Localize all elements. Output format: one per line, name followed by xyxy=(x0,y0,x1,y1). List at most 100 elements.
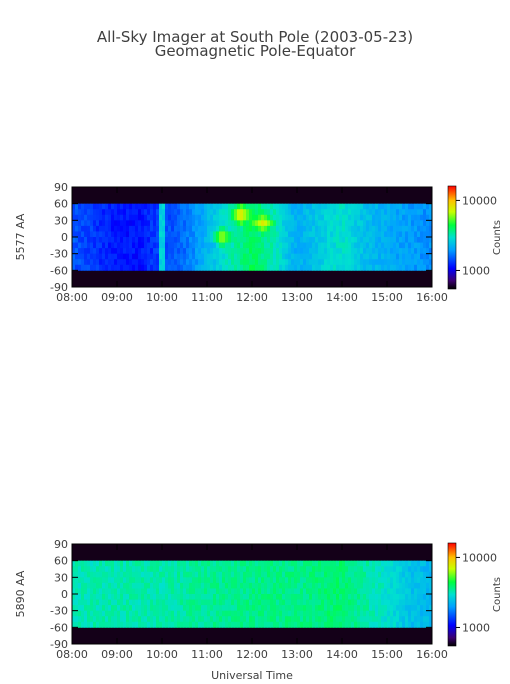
heatmap-cell xyxy=(228,610,232,617)
heatmap-cell xyxy=(366,588,370,595)
heatmap-cell xyxy=(402,560,406,567)
heatmap-cell xyxy=(333,242,337,249)
heatmap-cell xyxy=(144,582,148,589)
heatmap-cell xyxy=(225,253,229,260)
heatmap-cell xyxy=(117,599,121,606)
heatmap-cell xyxy=(312,259,316,266)
heatmap-cell xyxy=(399,566,403,573)
heatmap-cell xyxy=(186,248,190,255)
heatmap-cell xyxy=(399,253,403,260)
heatmap-cell xyxy=(180,220,184,227)
heatmap-cell xyxy=(213,237,217,243)
heatmap-cell xyxy=(225,605,229,612)
heatmap-cell xyxy=(405,566,409,573)
heatmap-cell xyxy=(387,203,391,210)
heatmap-cell xyxy=(105,599,109,606)
heatmap-cell xyxy=(294,605,298,612)
heatmap-cell xyxy=(171,253,175,260)
heatmap-cell xyxy=(186,237,190,243)
heatmap-cell xyxy=(90,203,94,210)
heatmap-cell xyxy=(183,253,187,260)
heatmap-cell xyxy=(93,209,97,216)
heatmap-cell xyxy=(378,621,382,628)
heatmap-cell xyxy=(297,621,301,628)
heatmap-cell xyxy=(291,621,295,628)
heatmap-cell xyxy=(102,231,106,238)
heatmap-cell xyxy=(372,566,376,573)
heatmap-cell xyxy=(300,605,304,612)
heatmap-cell xyxy=(114,231,118,238)
heatmap-cell xyxy=(84,571,88,578)
heatmap-cell xyxy=(369,566,373,573)
heatmap-cell xyxy=(282,253,286,260)
heatmap-cell xyxy=(213,253,217,260)
heatmap-cell xyxy=(87,588,91,595)
heatmap-cell xyxy=(414,220,418,227)
heatmap-cell xyxy=(393,621,397,628)
heatmap-cell xyxy=(144,588,148,595)
heatmap-cell xyxy=(393,237,397,243)
heatmap-cell xyxy=(309,571,313,578)
heatmap-cell xyxy=(375,253,379,260)
heatmap-cell xyxy=(393,253,397,260)
heatmap-cell xyxy=(342,248,346,255)
heatmap-cell xyxy=(408,248,412,255)
heatmap-cell xyxy=(159,616,163,623)
heatmap-cell xyxy=(294,209,298,216)
heatmap-cell xyxy=(258,264,262,271)
heatmap-cell xyxy=(276,599,280,606)
heatmap-cell xyxy=(171,231,175,238)
heatmap-cell xyxy=(174,237,178,243)
heatmap-cell xyxy=(186,209,190,216)
heatmap-cell xyxy=(423,264,427,271)
heatmap-cell xyxy=(201,560,205,567)
heatmap-cell xyxy=(171,209,175,216)
heatmap-cell xyxy=(285,616,289,623)
heatmap-cell xyxy=(288,621,292,628)
heatmap-cell xyxy=(102,248,106,255)
heatmap-cell xyxy=(279,560,283,567)
heatmap-cell xyxy=(300,259,304,266)
heatmap-cell xyxy=(381,621,385,628)
heatmap-cell xyxy=(327,571,331,578)
heatmap-cell xyxy=(135,214,139,221)
heatmap-cell xyxy=(300,566,304,573)
heatmap-cell xyxy=(144,610,148,617)
heatmap-cell xyxy=(216,571,220,578)
heatmap-cell xyxy=(201,594,205,600)
heatmap-cell xyxy=(324,605,328,612)
heatmap-cell xyxy=(399,594,403,600)
heatmap-cell xyxy=(378,231,382,238)
heatmap-cell xyxy=(87,582,91,589)
heatmap-cell xyxy=(177,566,181,573)
heatmap-cell xyxy=(333,209,337,216)
heatmap-cell xyxy=(210,621,214,628)
heatmap-cell xyxy=(345,242,349,249)
heatmap-cell xyxy=(138,588,142,595)
heatmap-cell xyxy=(375,605,379,612)
heatmap-cell xyxy=(204,610,208,617)
heatmap-cell xyxy=(408,560,412,567)
heatmap-cell xyxy=(213,209,217,216)
heatmap-cell xyxy=(129,242,133,249)
heatmap-cell xyxy=(135,577,139,584)
heatmap-cell xyxy=(306,248,310,255)
heatmap-cell xyxy=(387,577,391,584)
heatmap-cell xyxy=(258,220,262,227)
heatmap-cell xyxy=(300,577,304,584)
heatmap-cell xyxy=(408,577,412,584)
heatmap-cell xyxy=(189,248,193,255)
heatmap-cell xyxy=(183,582,187,589)
heatmap-cell xyxy=(423,220,427,227)
heatmap-cell xyxy=(201,566,205,573)
heatmap-cell xyxy=(417,203,421,210)
heatmap-cell xyxy=(318,621,322,628)
heatmap-cell xyxy=(366,220,370,227)
heatmap-cell xyxy=(237,259,241,266)
heatmap-cell xyxy=(390,220,394,227)
heatmap-cell xyxy=(108,253,112,260)
heatmap-cell xyxy=(234,209,238,216)
heatmap-cell xyxy=(150,242,154,249)
heatmap-cell xyxy=(105,220,109,227)
heatmap-cell xyxy=(186,220,190,227)
